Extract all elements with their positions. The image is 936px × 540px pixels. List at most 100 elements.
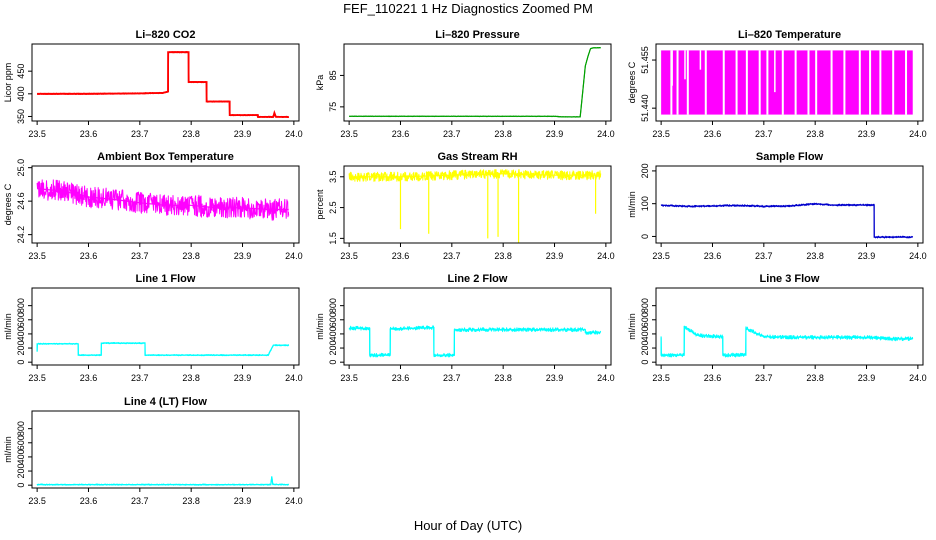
- panel-6-xtick-label-2: 23.6: [704, 251, 722, 261]
- panel-1-xtick-label-3: 23.7: [131, 129, 149, 139]
- panel-10: Line 4 (LT) Flow ml/min 23.5 23.6 23.7 23.8 23…: [3, 396, 303, 506]
- panel-4-xtick-label-4: 23.8: [182, 251, 200, 261]
- panel-3-frame: [655, 43, 924, 122]
- panel-5: Gas Stream RH percent 23.5 23.6 23.7 23.8 23.9…: [315, 151, 615, 261]
- panel-3-band: [661, 50, 913, 115]
- panel-4-ytick-label-2: 24.6: [16, 192, 26, 210]
- panel-2-frame: [343, 43, 612, 122]
- panel-8-line: [348, 325, 602, 358]
- panel-9-line: [660, 325, 914, 358]
- panel-2-ytick-label-2: 85: [328, 70, 338, 80]
- panel-7-ylabel: ml/min: [3, 313, 13, 340]
- panel-9-xtick-label-1: 23.5: [652, 373, 670, 383]
- panel-2-line: [348, 47, 601, 118]
- panel-5-ylabel: percent: [315, 189, 325, 220]
- panel-2-xtick-label-3: 23.7: [443, 129, 461, 139]
- panel-10-title: Line 4 (LT) Flow: [124, 396, 207, 408]
- panel-7-ytick-label-3: 400: [16, 326, 26, 341]
- panel-8-ytick-label-1: 0: [328, 360, 338, 365]
- panel-3-gap-15: [843, 50, 846, 115]
- panel-10-series: [36, 476, 290, 486]
- panel-1-xtick-label-6: 24.0: [285, 129, 303, 139]
- panel-9-ylabel: ml/min: [627, 313, 637, 340]
- panel-3-gap-8: [758, 50, 761, 115]
- panel-3-notch-3: [699, 50, 702, 70]
- panel-8-xtick-label-2: 23.6: [392, 373, 410, 383]
- panel-3-xtick-label-4: 23.8: [806, 129, 824, 139]
- panel-1-xtick-label-2: 23.6: [80, 129, 98, 139]
- panel-9: Line 3 Flow ml/min 23.5 23.6 23.7 23.8 23.9 24.…: [627, 273, 927, 383]
- panel-4: Ambient Box Temperature degrees C 23.5 23.6…: [3, 151, 303, 261]
- panel-5-xtick-label-1: 23.5: [340, 251, 358, 261]
- panel-2-ytick-label-1: 75: [328, 102, 338, 112]
- panel-5-xtick-label-6: 24.0: [597, 251, 615, 261]
- panel-4-frame: [31, 165, 300, 244]
- panel-3-gap-16: [858, 50, 861, 115]
- panel-10-xtick-label-4: 23.8: [182, 496, 200, 506]
- panel-6-title: Sample Flow: [756, 151, 824, 163]
- panel-6-xtick-label-1: 23.5: [652, 251, 670, 261]
- panel-9-xtick-label-5: 23.9: [858, 373, 876, 383]
- panel-1-series: [36, 51, 290, 118]
- panel-4-line: [36, 179, 290, 221]
- panel-9-xtick-label-3: 23.7: [755, 373, 773, 383]
- panel-7: Line 1 Flow ml/min 23.5 23.6 23.7 23.8 23.9 24.…: [3, 273, 303, 383]
- panel-7-title: Line 1 Flow: [136, 273, 196, 285]
- panel-3-gap-2: [676, 50, 679, 115]
- panel-1-xtick-label-4: 23.8: [182, 129, 200, 139]
- panel-8-series: [348, 325, 602, 358]
- panel-3-xtick-label-2: 23.6: [704, 129, 722, 139]
- panel-1: Li–820 CO2 Licor ppm 23.5 23.6 23.7 23.8 23.9 2…: [3, 29, 303, 139]
- panel-6-series: [660, 202, 914, 239]
- panel-5-steps: [349, 173, 601, 178]
- panel-3-gap-12: [807, 50, 810, 115]
- panel-8-title: Line 2 Flow: [448, 273, 508, 285]
- panel-1-xtick-label-5: 23.9: [234, 129, 252, 139]
- panel-8-frame: [343, 287, 612, 366]
- panel-7-ytick-label-1: 0: [16, 360, 26, 365]
- panel-3-gap-11: [794, 50, 797, 115]
- panel-9-steps: [660, 325, 913, 356]
- panel-4-title: Ambient Box Temperature: [97, 151, 234, 163]
- panel-2-series: [348, 47, 601, 118]
- panel-2-title: Li–820 Pressure: [435, 29, 519, 41]
- panel-2-xtick-label-2: 23.6: [392, 129, 410, 139]
- panel-2-xtick-label-5: 23.9: [546, 129, 564, 139]
- panel-3-gap-20: [905, 50, 908, 115]
- panel-10-ytick-label-5: 800: [16, 421, 26, 436]
- panel-3: Li–820 Temperature degrees C 23.5 23.6 23.7 2…: [627, 29, 927, 139]
- panel-1-ytick-label-1: 350: [16, 109, 26, 124]
- panel-6: Sample Flow ml/min 23.5 23.6 23.7 23.8 23.9 24.…: [627, 151, 927, 261]
- panel-9-ytick-label-4: 600: [640, 312, 650, 327]
- panel-10-xtick-label-5: 23.9: [234, 496, 252, 506]
- panel-3-gap-6: [735, 50, 738, 115]
- panel-8-xtick-label-5: 23.9: [546, 373, 564, 383]
- panel-8-ylabel: ml/min: [315, 313, 325, 340]
- panel-10-xtick-label-2: 23.6: [80, 496, 98, 506]
- panel-8-xtick-label-6: 24.0: [597, 373, 615, 383]
- panel-6-steps: [661, 203, 913, 238]
- panel-3-gap-1: [670, 50, 673, 115]
- panel-10-xtick-label-6: 24.0: [285, 496, 303, 506]
- panel-10-ytick-label-4: 600: [16, 435, 26, 450]
- panel-1-steps: [37, 51, 289, 118]
- panel-7-frame: [31, 287, 300, 366]
- panel-3-gap-3: [686, 50, 689, 115]
- panel-7-xtick-label-2: 23.6: [80, 373, 98, 383]
- panel-2-ylabel: kPa: [315, 75, 325, 91]
- panel-8-ytick-label-2: 200: [328, 341, 338, 356]
- panel-3-series: [661, 50, 913, 115]
- panel-7-line: [36, 342, 290, 357]
- panel-7-xtick-label-5: 23.9: [234, 373, 252, 383]
- panel-4-ylabel: degrees C: [3, 183, 13, 225]
- panel-5-frame: [343, 165, 612, 244]
- panel-7-xtick-label-1: 23.5: [28, 373, 46, 383]
- panel-3-gap-7: [745, 50, 748, 115]
- panel-3-ytick-label-1: 51.440: [640, 94, 650, 122]
- panel-8-xtick-label-4: 23.8: [494, 373, 512, 383]
- panel-10-xtick-label-1: 23.5: [28, 496, 46, 506]
- panel-6-ytick-label-2: 100: [640, 196, 650, 211]
- panel-8-steps: [349, 326, 601, 356]
- panel-4-series: [36, 179, 290, 221]
